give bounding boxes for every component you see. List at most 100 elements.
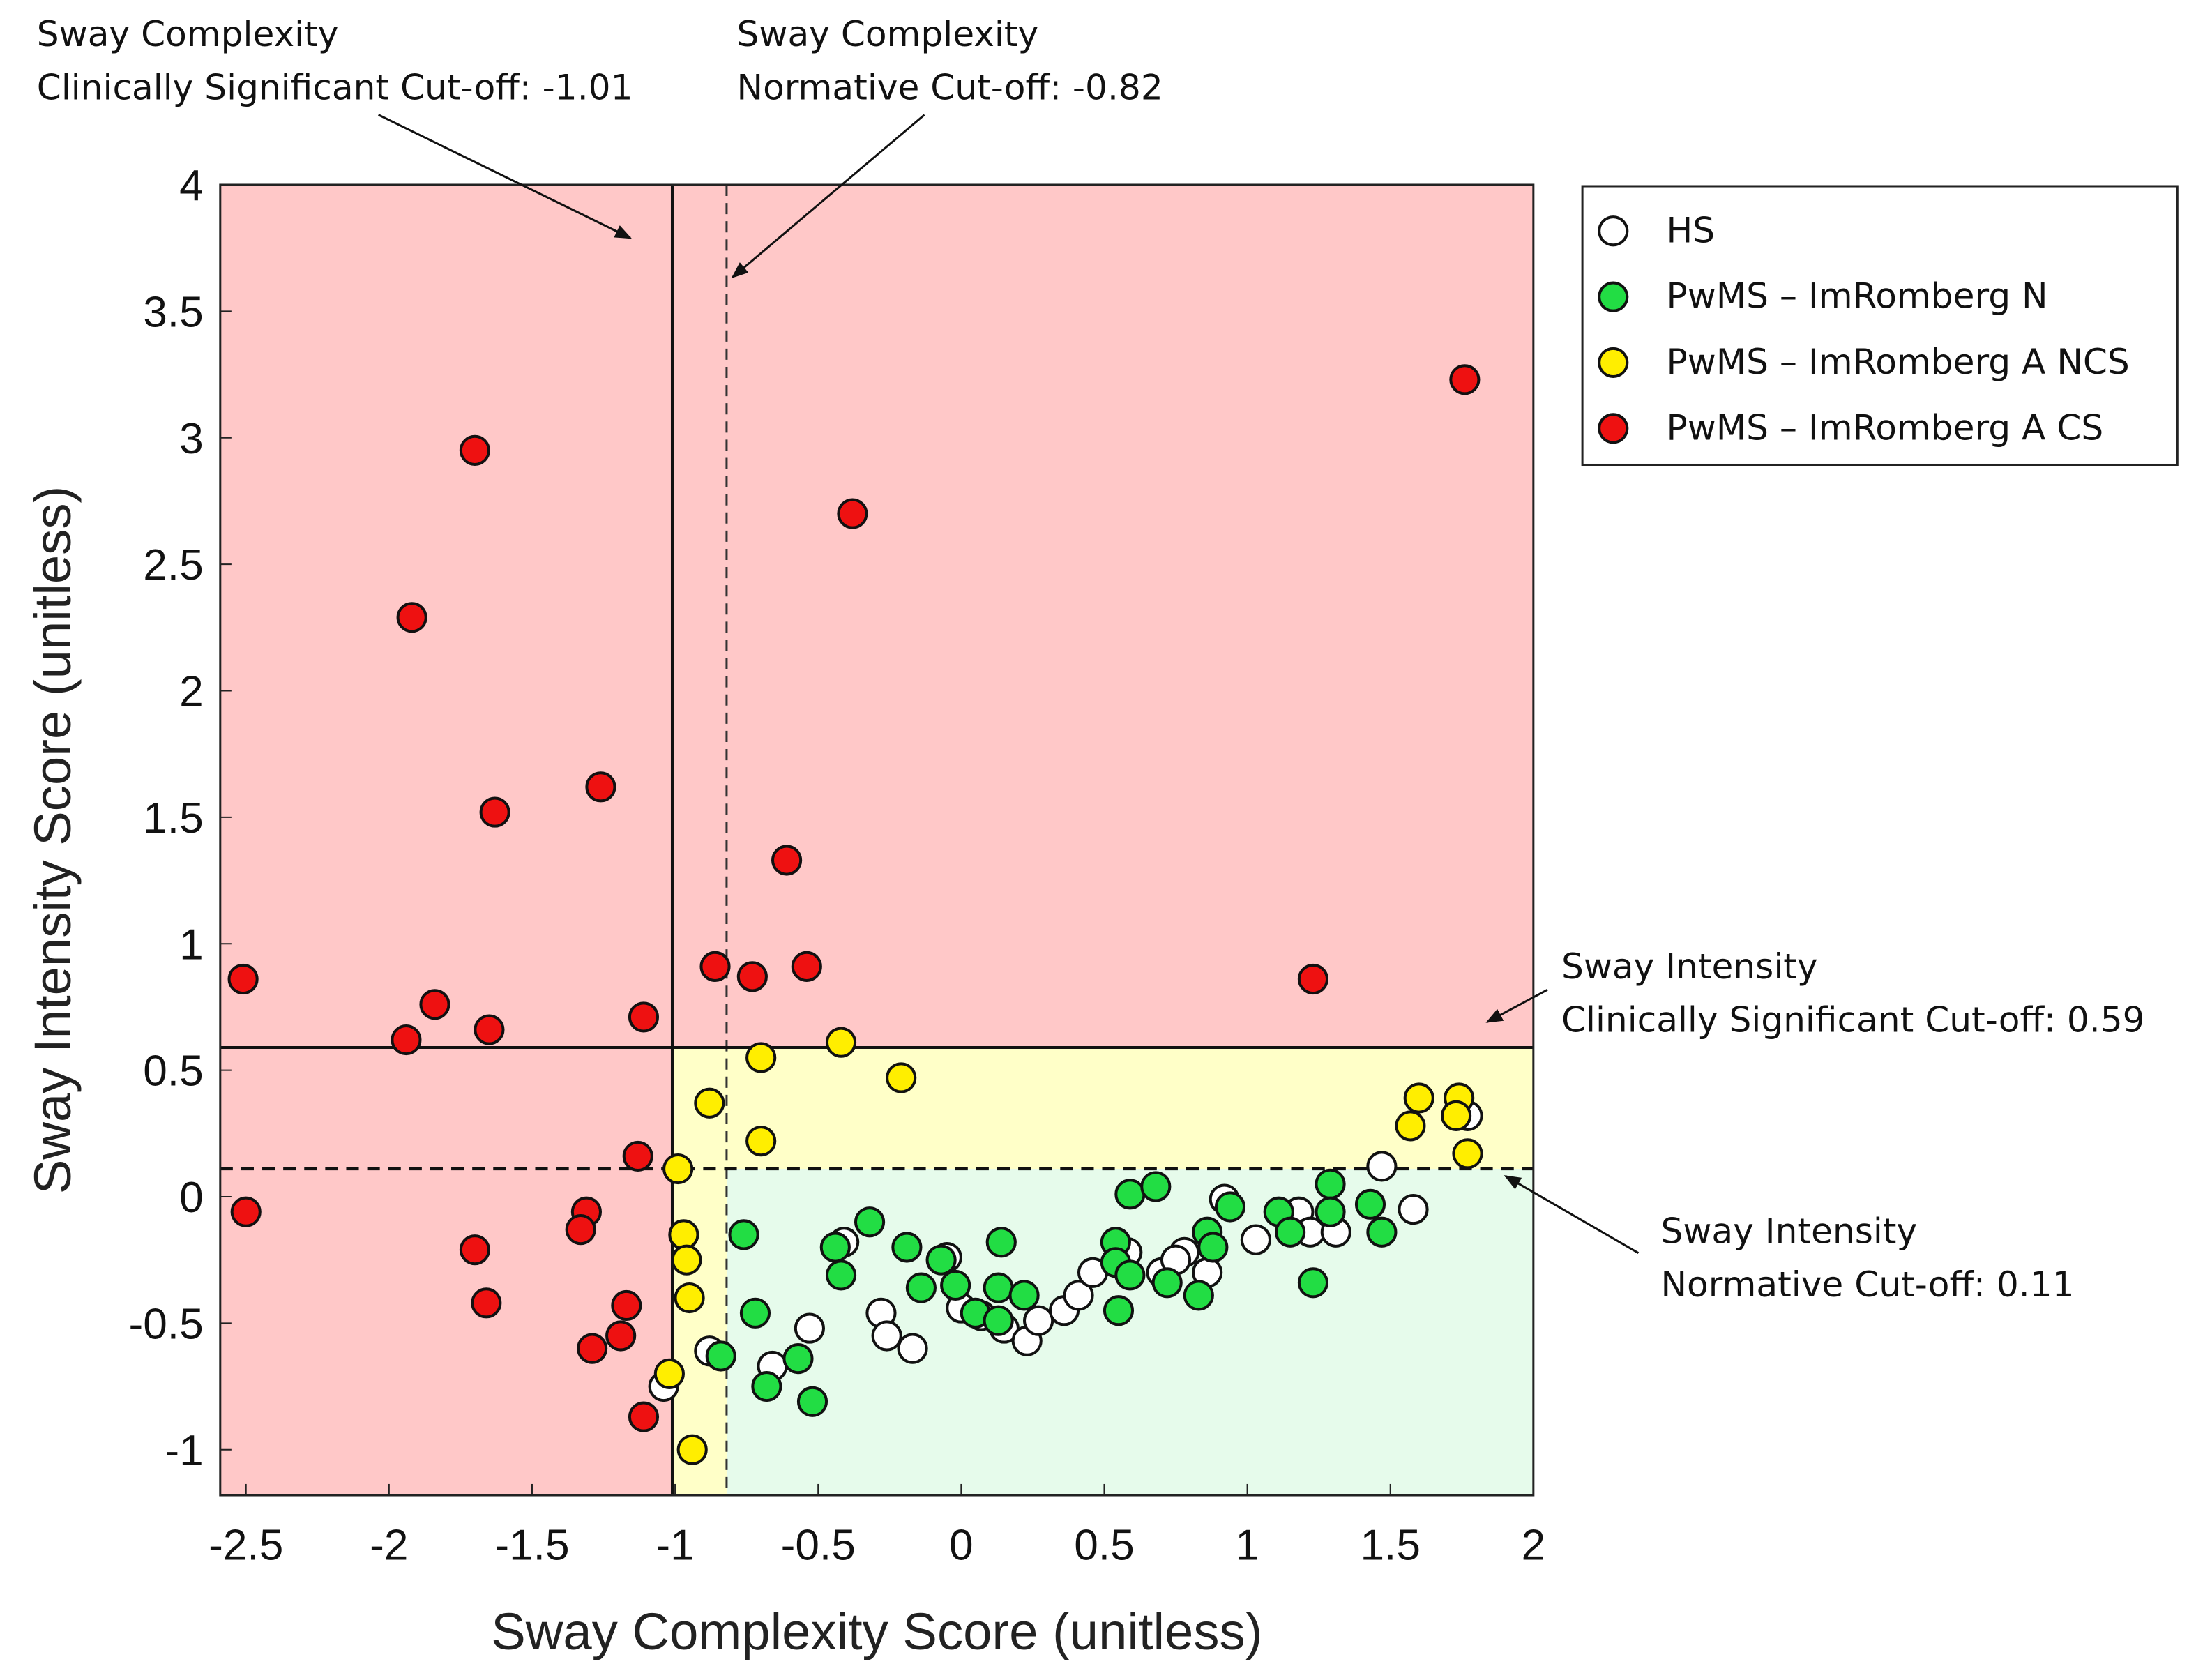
point-series-1 (1183, 1280, 1214, 1311)
plot-frame (219, 183, 1535, 1497)
x-tick-label: -0.5 (781, 1521, 856, 1569)
point-series-1 (1114, 1179, 1146, 1210)
point-series-2 (1452, 1138, 1483, 1170)
y-tick-label: -0.5 (128, 1300, 203, 1348)
y-tick-label: 1 (179, 921, 204, 969)
point-series-0 (1063, 1280, 1094, 1311)
legend-marker-0 (1598, 215, 1629, 247)
point-series-1 (739, 1297, 771, 1329)
point-series-1 (854, 1206, 886, 1238)
point-series-1 (925, 1244, 957, 1276)
point-series-2 (825, 1027, 857, 1058)
x-tick-label: 1.5 (1360, 1521, 1421, 1569)
point-series-3 (227, 963, 259, 995)
point-series-3 (605, 1320, 637, 1352)
point-series-1 (782, 1343, 814, 1375)
point-series-2 (1403, 1082, 1434, 1114)
x-tick-label: 1 (1235, 1521, 1259, 1569)
point-series-2 (671, 1244, 702, 1276)
point-series-0 (1240, 1224, 1271, 1255)
point-series-3 (1297, 963, 1329, 995)
point-series-3 (611, 1289, 642, 1322)
legend-marker-2 (1598, 347, 1629, 379)
svg-text:Normative Cut-off: -0.82: Normative Cut-off: -0.82 (737, 67, 1163, 108)
annotation-complexity-norm: Sway Complexity Normative Cut-off: -0.82 (731, 13, 1163, 279)
point-series-1 (940, 1269, 971, 1301)
svg-text:Sway Intensity: Sway Intensity (1661, 1211, 1918, 1252)
legend: HS PwMS – ImRomberg N PwMS – ImRomberg A N… (1581, 185, 2179, 466)
legend-label-0: HS (1667, 209, 1716, 250)
y-tick-label: 2.5 (143, 541, 203, 589)
point-series-1 (1151, 1267, 1183, 1299)
point-series-1 (983, 1272, 1014, 1303)
point-series-0 (1366, 1151, 1398, 1182)
legend-marker-3 (1598, 413, 1629, 444)
point-series-3 (622, 1140, 653, 1172)
point-series-3 (479, 796, 510, 828)
point-series-3 (699, 951, 731, 982)
point-series-1 (1103, 1295, 1135, 1326)
point-series-2 (745, 1126, 777, 1157)
point-series-2 (886, 1062, 917, 1093)
point-series-1 (1008, 1280, 1040, 1311)
x-tick-label: -2 (370, 1521, 408, 1569)
point-series-1 (1297, 1267, 1329, 1299)
point-series-3 (230, 1196, 262, 1227)
point-series-1 (751, 1370, 782, 1402)
svg-text:Clinically Significant Cut-off: Clinically Significant Cut-off: 0.59 (1561, 999, 2145, 1040)
x-tick-label: 0 (949, 1521, 974, 1569)
arrow-icon (1485, 988, 1548, 1023)
point-series-3 (628, 1001, 660, 1033)
point-series-3 (471, 1287, 502, 1319)
svg-text:Clinically Significant Cut-off: Clinically Significant Cut-off: -1.01 (37, 67, 633, 108)
y-tick-label: 0 (179, 1174, 204, 1222)
y-tick-label: 2 (179, 668, 204, 716)
legend-label-3: PwMS – ImRomberg A CS (1667, 407, 2104, 448)
y-tick-label: 0.5 (143, 1047, 203, 1096)
point-series-1 (985, 1227, 1017, 1258)
x-tick-label: 0.5 (1074, 1521, 1135, 1569)
point-series-0 (1023, 1305, 1054, 1336)
point-series-2 (1395, 1110, 1426, 1142)
x-ticks: -2.5 -2 -1.5 -1 -0.5 0 0.5 1 1.5 2 (209, 1483, 1545, 1569)
point-series-1 (1197, 1232, 1229, 1263)
svg-text:Sway Complexity: Sway Complexity (737, 13, 1039, 54)
y-tick-label: 1.5 (143, 794, 203, 842)
point-series-3 (565, 1214, 596, 1246)
point-series-2 (674, 1282, 705, 1314)
arrow-icon (1504, 1174, 1640, 1255)
y-tick-label: 3 (179, 415, 204, 463)
annotation-complexity-cs: Sway Complexity Clinically Significant C… (37, 13, 633, 239)
svg-text:Sway Complexity: Sway Complexity (37, 13, 339, 54)
x-tick-label: -1.5 (494, 1521, 569, 1569)
point-series-1 (728, 1219, 759, 1250)
point-series-0 (794, 1312, 825, 1344)
point-series-0 (871, 1320, 902, 1352)
data-points (227, 364, 1483, 1465)
x-axis-label: Sway Complexity Score (unitless) (491, 1603, 1262, 1660)
annotation-intensity-cs: Sway Intensity Clinically Significant Cu… (1485, 946, 2145, 1040)
point-series-2 (653, 1358, 685, 1389)
legend-marker-1 (1598, 281, 1629, 312)
y-tick-label: -1 (165, 1427, 203, 1475)
point-series-0 (1398, 1194, 1429, 1225)
point-series-1 (1275, 1216, 1306, 1248)
point-series-3 (419, 989, 450, 1020)
y-ticks: -1 -0.5 0 0.5 1 1.5 2 2.5 3 3.5 4 (128, 162, 232, 1475)
legend-label-1: PwMS – ImRomberg N (1667, 275, 2048, 317)
cutoff-lines (220, 184, 1534, 1496)
point-series-1 (905, 1272, 937, 1303)
point-series-2 (662, 1153, 694, 1185)
point-series-1 (1315, 1168, 1346, 1200)
point-series-1 (1140, 1171, 1172, 1202)
svg-text:Normative Cut-off: 0.11: Normative Cut-off: 0.11 (1661, 1264, 2075, 1305)
x-tick-label: -1 (656, 1521, 694, 1569)
svg-text:Sway Intensity: Sway Intensity (1561, 946, 1818, 987)
point-series-2 (745, 1042, 777, 1073)
x-tick-label: -2.5 (209, 1521, 283, 1569)
point-series-3 (771, 845, 803, 876)
point-series-3 (736, 961, 768, 992)
point-series-1 (705, 1340, 736, 1372)
legend-label-2: PwMS – ImRomberg A NCS (1667, 341, 2130, 382)
